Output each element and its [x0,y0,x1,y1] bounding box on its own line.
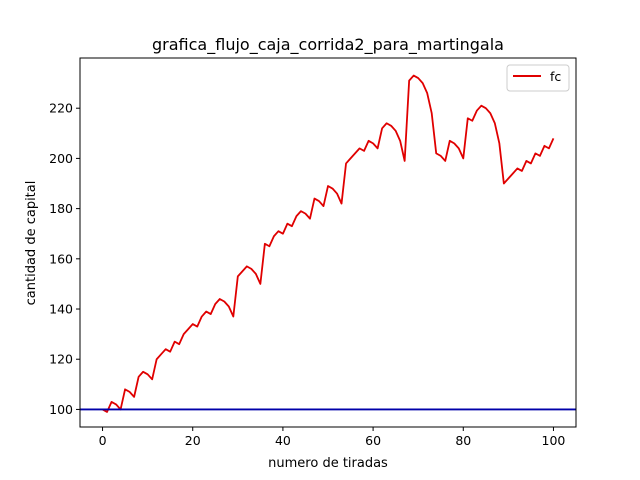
plot-area: 0 20 40 60 80 100 100 120 140 160 180 200 220 [49,57,577,448]
y-axis-label: cantidad de capital [24,181,39,306]
y-tick-label-160: 160 [49,251,73,266]
chart-title: grafica_flujo_caja_corrida2_para_marting… [152,35,504,55]
y-tick-label-180: 180 [49,201,73,216]
y-tick-label-220: 220 [49,101,73,116]
legend-box [506,64,570,92]
x-tick-label-0: 0 [99,433,107,448]
x-tick-label-20: 20 [185,433,201,448]
x-tick-label-100: 100 [542,433,566,448]
plot-frame [79,57,577,428]
y-tick-label-100: 100 [49,402,73,417]
series-line-fc [102,74,555,413]
y-tick-label-200: 200 [49,151,73,166]
y-tick-label-120: 120 [49,352,73,367]
x-tick-label-60: 60 [365,433,381,448]
x-tick-label-80: 80 [455,433,471,448]
legend: fc [506,64,570,92]
y-tick-label-140: 140 [49,302,73,317]
x-axis-label: numero de tiradas [268,456,388,471]
legend-label-fc: fc [550,69,561,84]
x-tick-label-40: 40 [275,433,291,448]
